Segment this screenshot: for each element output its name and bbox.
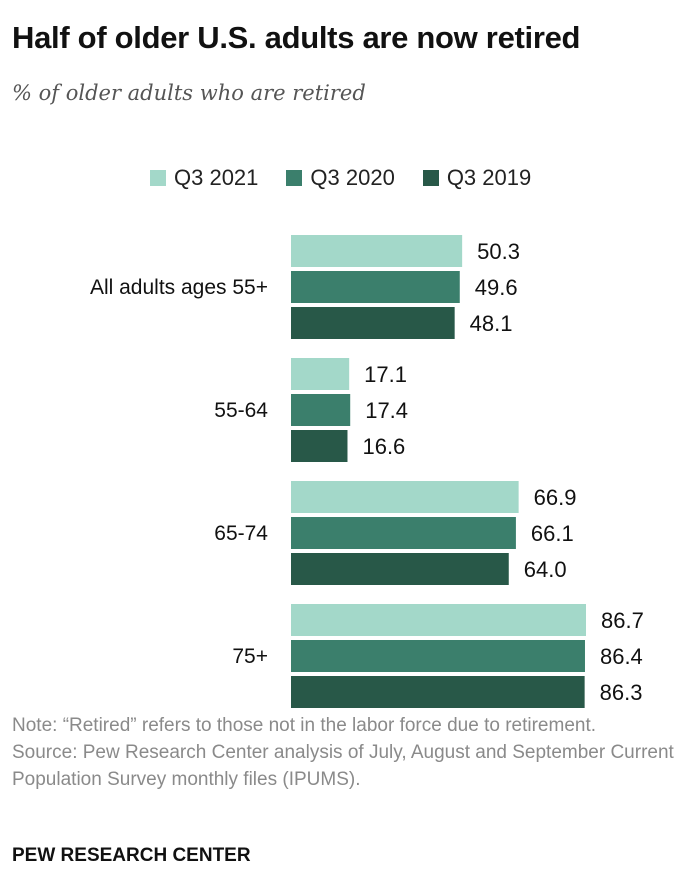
bar-65-74-q3-2021: [291, 481, 519, 513]
bar-55-64-q3-2020: [291, 394, 351, 426]
legend-swatch-q3-2020: [286, 170, 303, 186]
value-label-75-q3-2019: 86.3: [600, 680, 643, 705]
category-label-all-adults-ages-55: All adults ages 55+: [90, 276, 268, 299]
bar-all-adults-ages-55-q3-2021: [291, 235, 463, 267]
value-label-75-q3-2020: 86.4: [600, 644, 643, 669]
bar-75-q3-2021: [291, 604, 586, 636]
legend-swatch-q3-2019: [422, 170, 439, 186]
value-label-65-74-q3-2021: 66.9: [534, 485, 577, 510]
legend-label-q3-2020: Q3 2020: [310, 165, 395, 190]
category-label-65-74: 65-74: [214, 522, 268, 545]
value-label-55-64-q3-2021: 17.1: [364, 362, 407, 387]
chart-title: Half of older U.S. adults are now retire…: [12, 20, 581, 55]
legend-label-q3-2019: Q3 2019: [446, 165, 532, 190]
legend-item-q3-2020: Q3 2020: [286, 165, 395, 191]
bar-65-74-q3-2020: [291, 517, 516, 549]
bar-75-q3-2020: [291, 640, 585, 672]
bar-all-adults-ages-55-q3-2019: [291, 307, 455, 339]
value-label-65-74-q3-2019: 64.0: [524, 557, 567, 582]
note-text: Note: “Retired” refers to those not in t…: [12, 715, 597, 736]
bar-65-74-q3-2019: [291, 553, 509, 585]
legend: Q3 2021 Q3 2020 Q3 2019: [150, 164, 531, 192]
category-label-75: 75+: [232, 645, 268, 668]
legend-item-q3-2021: Q3 2021: [150, 165, 258, 191]
value-label-all-adults-ages-55-q3-2019: 48.1: [470, 311, 513, 336]
value-label-55-64-q3-2019: 16.6: [362, 434, 405, 459]
category-label-55-64: 55-64: [214, 399, 268, 422]
legend-label-q3-2021: Q3 2021: [174, 165, 259, 190]
source-text: Source: Pew Research Center analysis of …: [12, 742, 674, 790]
value-label-75-q3-2021: 86.7: [601, 608, 644, 633]
value-label-all-adults-ages-55-q3-2021: 50.3: [477, 239, 520, 264]
bar-75-q3-2019: [291, 676, 585, 708]
brand-logo-text: PEW RESEARCH CENTER: [12, 845, 251, 866]
value-label-all-adults-ages-55-q3-2020: 49.6: [475, 275, 518, 300]
legend-item-q3-2019: Q3 2019: [422, 165, 532, 191]
footer-notes: Note: “Retired” refers to those not in t…: [12, 712, 682, 793]
bar-all-adults-ages-55-q3-2020: [291, 271, 460, 303]
bar-55-64-q3-2021: [291, 358, 350, 390]
bar-55-64-q3-2019: [291, 430, 348, 462]
legend-swatch-q3-2021: [150, 170, 166, 186]
chart-subtitle: % of older adults who are retired: [12, 81, 366, 105]
value-label-65-74-q3-2020: 66.1: [531, 521, 574, 546]
value-label-55-64-q3-2020: 17.4: [365, 398, 408, 423]
bar-chart: All adults ages 55+ 50.3 49.6 48.1 55-64 17.1…: [90, 235, 644, 708]
